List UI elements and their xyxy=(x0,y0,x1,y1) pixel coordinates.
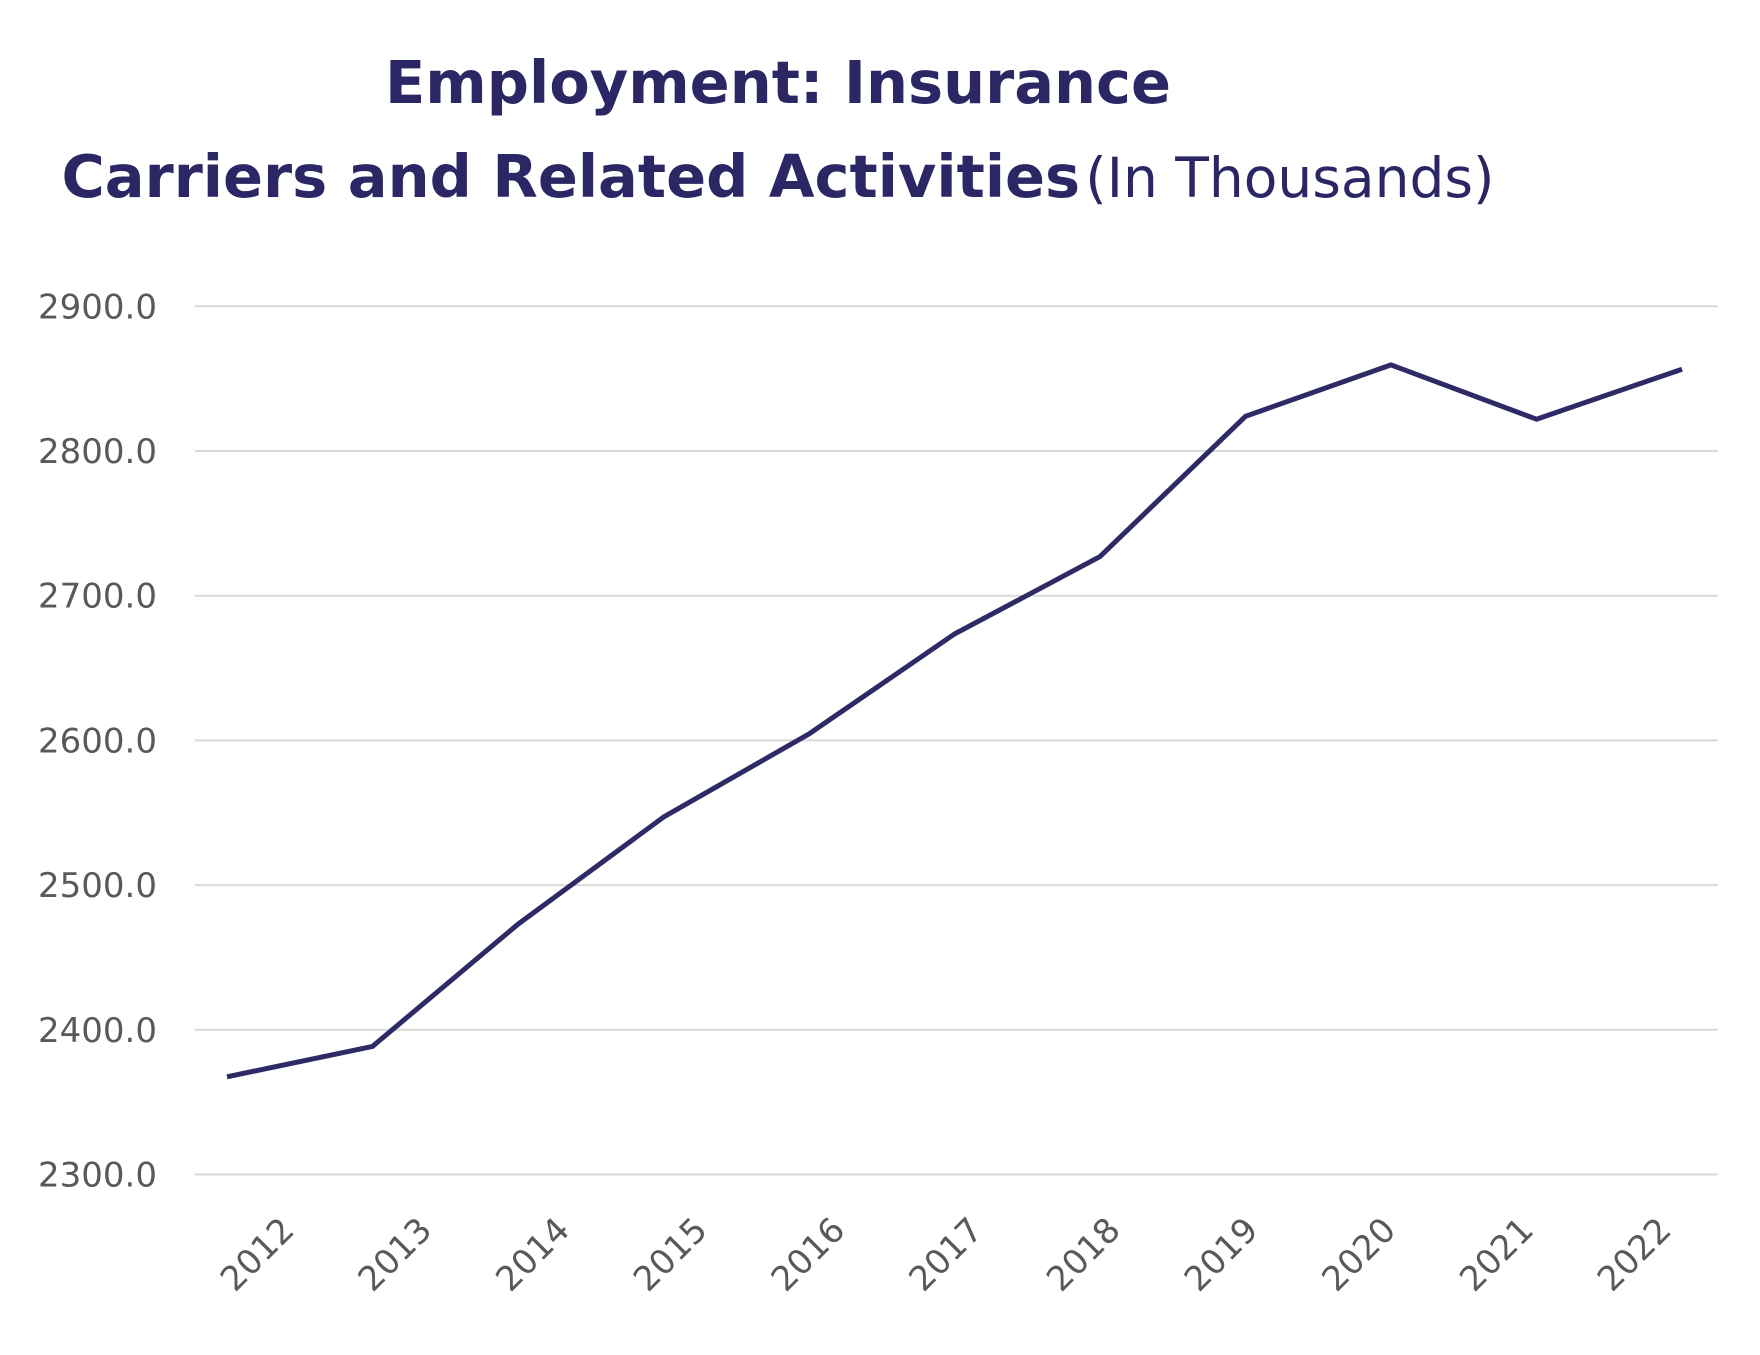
y-axis-tick-label: 2400.0 xyxy=(38,1011,157,1051)
x-axis-tick-label: 2019 xyxy=(1177,1210,1266,1299)
x-axis-tick-label: 2022 xyxy=(1590,1210,1679,1299)
x-axis-tick-label: 2020 xyxy=(1314,1210,1403,1299)
x-axis-tick-label: 2016 xyxy=(764,1210,853,1299)
x-axis-tick-label: 2018 xyxy=(1039,1210,1128,1299)
y-axis-tick-label: 2500.0 xyxy=(38,866,157,906)
chart-title: Employment: Insurance Carriers and Relat… xyxy=(0,43,1556,231)
x-axis-tick-label: 2015 xyxy=(626,1210,715,1299)
chart-title-units: (In Thousands) xyxy=(1085,146,1495,210)
y-axis-tick-label: 2800.0 xyxy=(38,432,157,472)
x-axis-tick-label: 2012 xyxy=(213,1210,302,1299)
y-axis-tick-label: 2600.0 xyxy=(38,721,157,761)
chart-title-line2-text: Carriers and Related Activities xyxy=(61,142,1081,211)
chart-title-line1-text: Employment: Insurance xyxy=(384,48,1172,117)
y-axis-tick-label: 2900.0 xyxy=(38,287,157,327)
y-axis-tick-label: 2700.0 xyxy=(38,577,157,617)
employment-series-line xyxy=(226,362,1683,1080)
x-axis-tick-label: 2017 xyxy=(901,1210,990,1299)
x-axis-tick-label: 2021 xyxy=(1452,1210,1541,1299)
chart-title-line1: Employment: Insurance xyxy=(0,43,1556,137)
y-axis-tick-label: 2300.0 xyxy=(38,1156,157,1196)
chart-title-line2: Carriers and Related Activities (In Thou… xyxy=(0,137,1556,231)
x-axis-tick-label: 2014 xyxy=(488,1210,577,1299)
x-axis-tick-label: 2013 xyxy=(351,1210,440,1299)
